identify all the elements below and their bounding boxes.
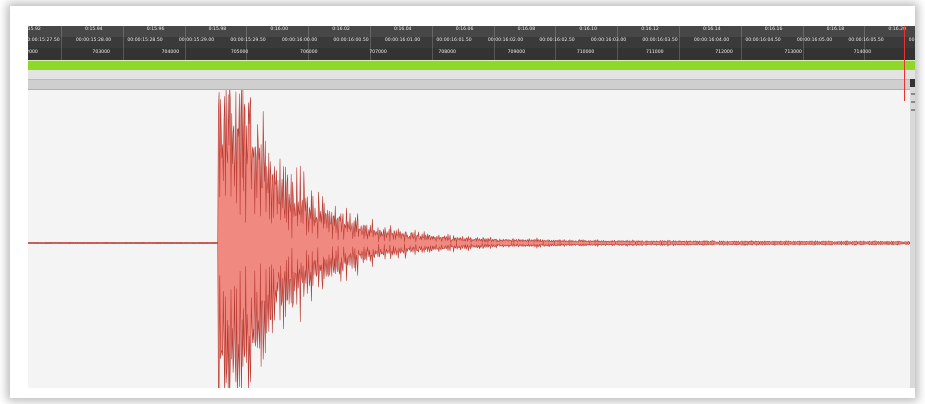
samples-label: 712000	[715, 50, 733, 55]
samples-label: 706000	[300, 50, 318, 55]
waveform-graph	[28, 90, 910, 388]
timecodes-label: 0:16.16	[764, 27, 783, 32]
timecodes-label: 0:15.98	[208, 27, 227, 32]
samples-label: 2000	[28, 50, 38, 55]
timecodes-label: 0:15.94	[84, 27, 103, 32]
samples-label: 704000	[161, 50, 180, 55]
timecodes-label: 0:16.08	[517, 27, 536, 32]
clock-label: 00:00:16:03.50	[642, 38, 678, 43]
zoom-reset-icon[interactable]	[911, 109, 915, 111]
timecodes-label: 0:16.20	[888, 27, 906, 32]
samples-label: 710000	[576, 50, 595, 55]
clock-label: 00:00:15:28.50	[127, 38, 163, 43]
timecodes-label: 0:16.06	[455, 27, 474, 32]
samples-label: 703000	[92, 50, 110, 55]
samples-label: 713000	[784, 50, 802, 55]
clock-label: 00:00:16:02.50	[539, 38, 575, 43]
timecodes-label: 0:16.18	[826, 27, 845, 32]
timecodes-label: 0:16.10	[579, 27, 597, 32]
samples-row: 2000 703000 704000 705000 706000 707000 708000…	[28, 48, 915, 60]
editor-window: 0:15.92 0:15.94 0:15.96 0:15.98 0:16.00 0:16.…	[10, 6, 915, 398]
timecode-row: 0:15.92 0:15.94 0:15.96 0:15.98 0:16.00 0:16.…	[28, 26, 915, 37]
clock-label: 00:00:15:29.50	[230, 38, 266, 43]
clock-label: 00:00:16:05.00	[796, 38, 833, 43]
timecodes-label: 0:15.92	[28, 27, 41, 32]
clock-label: 00:00:16:04.00	[693, 38, 730, 43]
waveform-signal	[28, 90, 910, 388]
samples-label: 714000	[853, 50, 872, 55]
timeline-ruler[interactable]: 0:15.92 0:15.94 0:15.96 0:15.98 0:16.00 0:16.…	[28, 26, 915, 60]
clock-label: 00:00:16:01.00	[384, 38, 421, 43]
marker-lane[interactable]	[28, 70, 915, 79]
samples-label: 711000	[646, 50, 664, 55]
clock-label: 00:00:15:28.00	[75, 38, 112, 43]
samples-label: 709000	[507, 50, 526, 55]
samples-label: 708000	[438, 50, 456, 55]
timecodes-label: 0:16.12	[641, 27, 659, 32]
timecodes-label: 0:16.00	[270, 27, 288, 32]
clock-label: 00:00:1	[908, 38, 915, 43]
clock-label: 00:00:16:05.50	[848, 38, 884, 43]
clock-label: 00:00:16:04.50	[745, 38, 781, 43]
clock-label: 00:00:16:02.00	[487, 38, 524, 43]
samples-label: 705000	[230, 50, 249, 55]
timecodes-label: 0:16.02	[332, 27, 350, 32]
track-header[interactable]	[28, 79, 915, 90]
waveform-area[interactable]	[28, 90, 910, 388]
clock-label: 00:00:16:01.50	[436, 38, 472, 43]
timecodes-label: 0:16.14	[702, 27, 721, 32]
playhead-cursor[interactable]	[904, 26, 905, 101]
vertical-scrollbar[interactable]	[910, 79, 915, 388]
clock-label: 00:00:16:03.00	[590, 38, 627, 43]
zoom-in-icon[interactable]	[911, 93, 915, 95]
region-bar[interactable]	[28, 60, 915, 71]
clock-label: 00:00:15:27.50	[28, 38, 60, 43]
clock-label: 00:00:16:00.50	[333, 38, 369, 43]
clock-label: 00:00:15:29.00	[178, 38, 215, 43]
timecodes-label: 0:16.04	[393, 27, 412, 32]
timecodes-label: 0:15.96	[146, 27, 165, 32]
scroll-thumb[interactable]	[910, 79, 915, 87]
clock-row: 00:00:15:27.50 00:00:15:28.00 00:00:15:28.…	[28, 37, 915, 48]
clock-label: 00:00:16:00.00	[281, 38, 318, 43]
samples-label: 707000	[369, 50, 387, 55]
zoom-out-icon[interactable]	[911, 101, 915, 103]
